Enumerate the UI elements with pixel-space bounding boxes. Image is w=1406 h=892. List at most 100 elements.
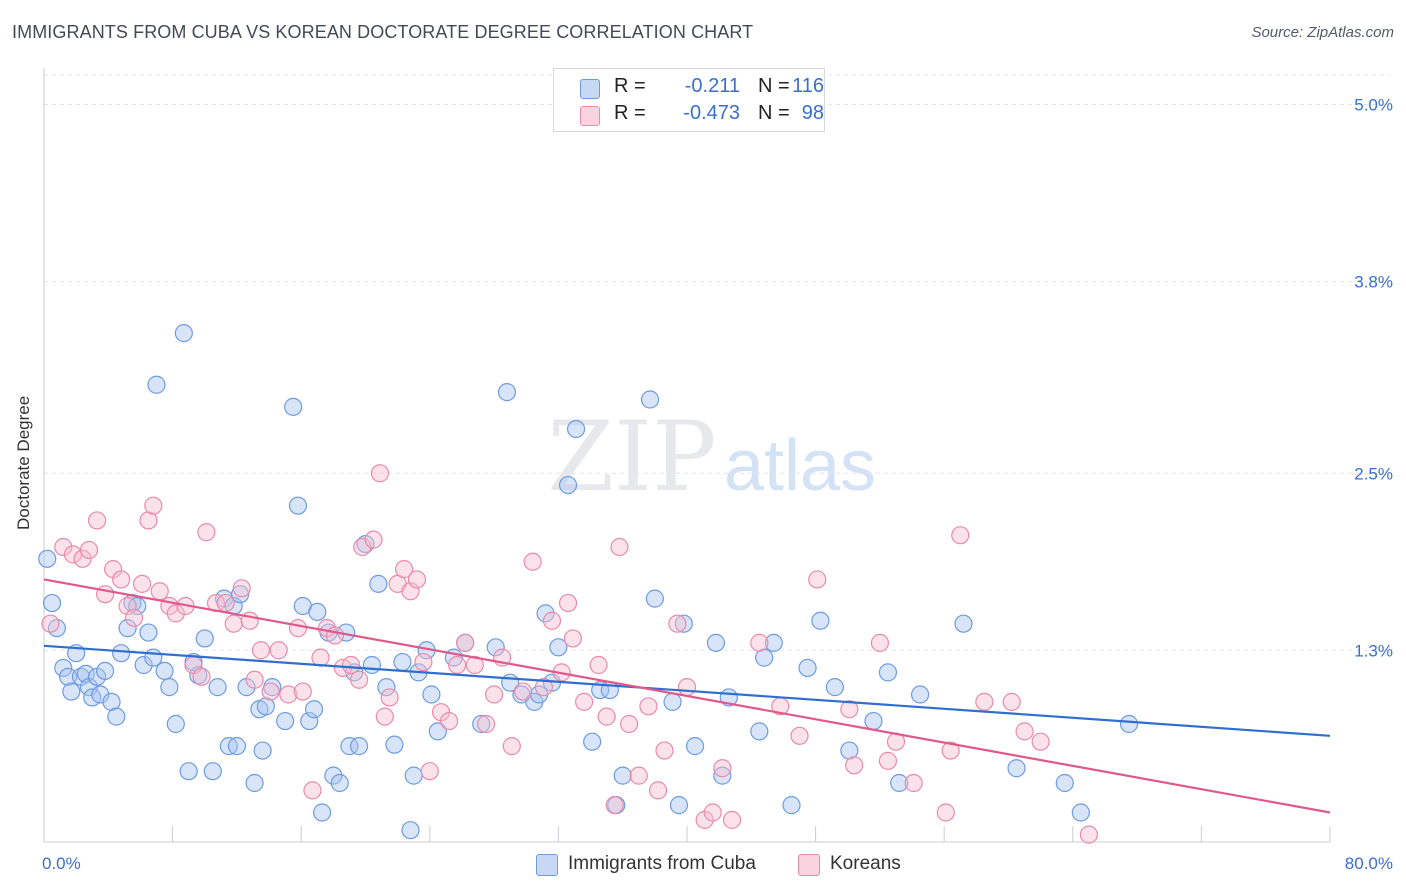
korean-point — [668, 614, 687, 633]
chart-title: IMMIGRANTS FROM CUBA VS KOREAN DOCTORATE… — [12, 22, 754, 42]
cuba-point — [566, 419, 586, 439]
cuba-point — [645, 589, 664, 608]
korean-point — [639, 697, 658, 716]
cuba-point — [954, 614, 973, 633]
cuba-point — [755, 648, 774, 667]
korean-point — [245, 670, 264, 689]
cuba-point — [613, 766, 632, 785]
source-label: Source: ZipAtlas.com — [1251, 24, 1394, 41]
cuba-point — [102, 692, 121, 711]
y-axis-label: Doctorate Degree — [14, 395, 33, 530]
korean-point — [132, 574, 152, 593]
cuba-point — [139, 623, 158, 642]
cuba-point — [428, 722, 447, 741]
korean-point — [513, 682, 533, 701]
korean-point — [722, 810, 742, 829]
legend-swatch-koreans — [580, 106, 600, 126]
korean-point — [936, 803, 955, 822]
korean-point — [95, 585, 115, 604]
korean-trend-line — [43, 578, 1331, 814]
korean-point — [534, 678, 554, 697]
cuba-point — [324, 766, 343, 785]
korean-point — [1031, 732, 1050, 751]
korean-point — [870, 633, 890, 652]
cuba-point — [404, 766, 423, 785]
korean-point — [370, 464, 390, 483]
legend-r-label: R = — [614, 102, 646, 124]
korean-point — [401, 582, 420, 601]
cuba-point — [674, 614, 693, 633]
cuba-point — [276, 711, 295, 731]
korean-point — [476, 714, 496, 734]
cuba-point — [640, 390, 660, 409]
cuba-point — [128, 596, 147, 616]
cuba-point — [340, 737, 359, 756]
cuba-point — [256, 697, 275, 716]
cuba-point — [583, 732, 602, 751]
korean-point — [502, 737, 521, 756]
cuba-point — [195, 629, 214, 648]
korean-point — [808, 570, 827, 589]
cuba-point — [284, 397, 303, 416]
korean-point — [456, 633, 475, 652]
cuba-point — [401, 821, 420, 840]
korean-point — [439, 711, 459, 731]
cuba-point — [312, 803, 332, 822]
cuba-point — [385, 735, 404, 754]
korean-point — [364, 530, 383, 549]
korean-point — [620, 714, 639, 734]
cuba-point — [304, 700, 324, 719]
legend-n-label: N = — [758, 102, 790, 124]
cuba-point — [369, 574, 388, 593]
cuba-point — [62, 682, 81, 701]
bottom-legend-swatch-cuba — [536, 854, 558, 876]
korean-point — [845, 756, 864, 775]
cuba-point — [253, 741, 272, 760]
cuba-point — [422, 685, 441, 704]
korean-point — [1015, 722, 1034, 741]
cuba-point — [160, 678, 179, 697]
cuba-point — [782, 796, 801, 815]
cuba-point — [1071, 803, 1090, 822]
korean-point — [904, 773, 923, 793]
korean-point — [840, 700, 859, 719]
cuba-trend-line — [43, 644, 1331, 737]
cuba-point — [38, 549, 57, 568]
legend-r-value: -0.473 — [683, 102, 740, 124]
korean-point — [303, 781, 322, 800]
korean-point — [150, 582, 169, 601]
cuba-point — [764, 633, 783, 652]
cuba-point — [706, 633, 726, 652]
korean-point — [279, 685, 298, 704]
legend-r-value: -0.211 — [684, 75, 740, 97]
bottom-legend-label-koreans: Koreans — [830, 853, 901, 874]
cuba-point — [750, 722, 769, 741]
cuba-point — [288, 496, 308, 515]
y-tick-label: 1.3% — [1354, 641, 1393, 660]
korean-point — [311, 648, 330, 667]
korean-point — [87, 511, 107, 530]
cuba-point — [685, 737, 705, 756]
korean-point — [558, 593, 578, 613]
korean-point — [629, 766, 648, 785]
korean-point — [197, 523, 216, 542]
cuba-point — [663, 692, 682, 711]
stats-legend: R = -0.211 N = 116 R = -0.473 N = 98 — [553, 68, 825, 132]
cuba-point — [890, 773, 909, 793]
korean-point — [448, 655, 467, 675]
korean-point — [420, 762, 439, 781]
cuba-point — [91, 685, 110, 704]
korean-point — [563, 629, 582, 648]
cuba-point — [825, 678, 844, 697]
korean-point — [232, 579, 251, 598]
cuba-point — [155, 661, 174, 681]
korean-point — [349, 670, 369, 689]
y-tick-label: 2.5% — [1354, 464, 1393, 483]
cuba-point — [95, 661, 115, 681]
korean-point — [648, 781, 668, 800]
korean-point — [112, 570, 131, 589]
korean-point — [589, 655, 608, 675]
korean-point — [605, 796, 624, 815]
cuba-point — [118, 619, 137, 638]
legend-swatch-cuba — [580, 79, 600, 99]
